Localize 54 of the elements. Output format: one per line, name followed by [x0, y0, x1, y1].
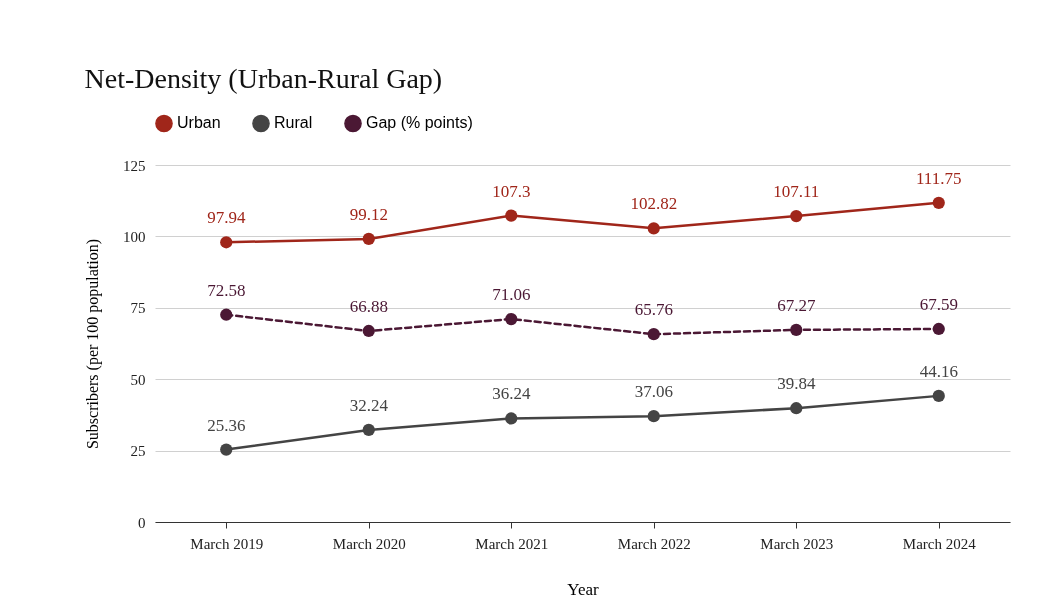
y-tick-label: 0 — [138, 514, 146, 531]
data-label: 65.76 — [634, 300, 673, 320]
y-tick-label: 25 — [130, 443, 146, 460]
point — [647, 222, 660, 235]
point — [932, 389, 945, 402]
legend-label: Urban — [177, 114, 221, 132]
y-tick-label: 75 — [130, 300, 146, 317]
x-tick-label: March 2019 — [190, 535, 264, 552]
data-label: 67.27 — [777, 295, 816, 315]
chart-title: Net-Density (Urban-Rural Gap) — [84, 63, 443, 94]
point — [220, 443, 233, 456]
point — [362, 232, 375, 246]
y-tick-label: 100 — [123, 228, 146, 245]
data-label: 32.24 — [349, 395, 389, 415]
y-tick-label: 125 — [123, 157, 146, 174]
data-label: 44.16 — [919, 361, 958, 381]
data-label: 72.58 — [207, 280, 246, 300]
data-label: 107.11 — [773, 182, 820, 202]
point — [647, 328, 660, 341]
point — [647, 410, 660, 423]
x-tick-label: March 2020 — [332, 535, 406, 552]
point — [362, 423, 375, 437]
legend-label: Gap (% points) — [366, 114, 473, 132]
point — [362, 324, 375, 338]
point — [220, 236, 233, 249]
point — [790, 402, 803, 415]
data-label: 67.59 — [919, 294, 958, 314]
point — [220, 308, 233, 321]
data-label: 66.88 — [349, 296, 388, 316]
data-label: 102.82 — [630, 194, 678, 214]
x-tick-label: March 2023 — [760, 535, 834, 552]
data-label: 107.3 — [492, 181, 531, 201]
data-label: 99.12 — [349, 204, 388, 224]
x-axis-title: Year — [567, 579, 599, 599]
point — [790, 209, 803, 223]
y-axis-title: Subscribers (per 100 population) — [84, 238, 102, 450]
data-label: 97.94 — [207, 208, 246, 228]
point — [505, 209, 518, 222]
point — [932, 196, 945, 209]
data-label: 111.75 — [916, 168, 962, 188]
data-label: 36.24 — [492, 384, 531, 404]
legend-label: Rural — [274, 114, 313, 132]
x-tick-label: March 2021 — [475, 535, 549, 552]
x-tick-label: March 2024 — [902, 535, 977, 552]
y-tick-label: 50 — [130, 371, 146, 388]
point — [505, 312, 518, 326]
data-label: 37.06 — [634, 382, 673, 402]
data-label: 39.84 — [777, 374, 816, 394]
x-tick-label: March 2022 — [617, 535, 691, 552]
point — [790, 323, 803, 336]
point — [932, 322, 945, 336]
data-label: 71.06 — [492, 285, 531, 305]
data-label: 25.36 — [207, 415, 246, 435]
point — [505, 412, 518, 425]
